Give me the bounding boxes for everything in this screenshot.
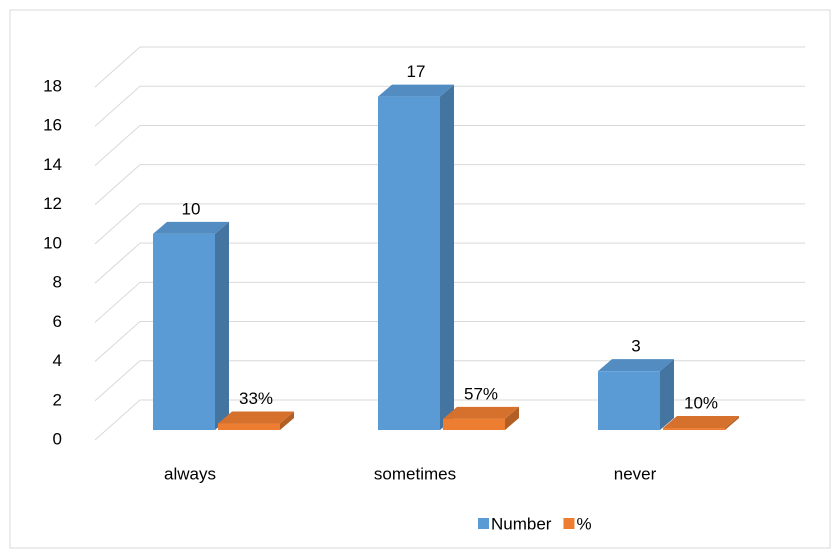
y-tick-label: 12 — [43, 194, 62, 213]
legend-label: % — [576, 514, 591, 533]
bar — [443, 418, 505, 430]
y-tick-label: 8 — [53, 273, 62, 292]
y-tick-label: 2 — [53, 390, 62, 409]
grid-line — [94, 46, 805, 88]
y-tick-label: 4 — [53, 351, 62, 370]
bar-side — [440, 84, 454, 430]
bar — [663, 428, 725, 430]
bar-side — [280, 411, 294, 430]
grid-line — [94, 124, 805, 166]
grid-line — [94, 360, 805, 402]
legend-swatch — [478, 518, 489, 529]
grid-line — [94, 281, 805, 323]
y-tick-label: 6 — [53, 312, 62, 331]
data-label: 57% — [464, 384, 498, 403]
bar — [153, 233, 215, 430]
bar-top — [378, 84, 454, 97]
bar — [378, 96, 440, 430]
y-tick-label: 0 — [53, 429, 62, 448]
bar — [598, 371, 660, 430]
data-label: 10 — [182, 199, 201, 218]
bar-side — [505, 406, 519, 430]
grid-line — [94, 164, 805, 206]
x-tick-label: sometimes — [374, 464, 456, 483]
legend-swatch — [563, 518, 575, 529]
bar-top — [443, 406, 519, 419]
bar-top — [153, 221, 229, 234]
data-label: 33% — [239, 389, 273, 408]
bar-side — [725, 416, 739, 430]
bar-side — [215, 221, 229, 430]
y-tick-label: 10 — [43, 233, 62, 252]
data-label: 3 — [631, 337, 640, 356]
legend-label: Number — [491, 514, 552, 533]
y-tick-label: 14 — [43, 155, 62, 174]
x-tick-label: never — [614, 464, 657, 483]
x-tick-label: always — [164, 464, 216, 483]
data-label: 17 — [407, 62, 426, 81]
y-tick-label: 16 — [43, 116, 62, 135]
bar-top — [663, 416, 739, 429]
y-tick-label: 18 — [43, 76, 62, 95]
bar — [218, 423, 280, 430]
data-label: 10% — [684, 394, 718, 413]
grid-line — [94, 85, 805, 127]
grid-line — [94, 242, 805, 284]
grid-line — [94, 203, 805, 245]
grid-line — [94, 321, 805, 362]
bar-top — [598, 359, 674, 372]
grid-line — [94, 399, 805, 441]
bar-top — [218, 411, 294, 424]
bar-side — [660, 359, 674, 430]
